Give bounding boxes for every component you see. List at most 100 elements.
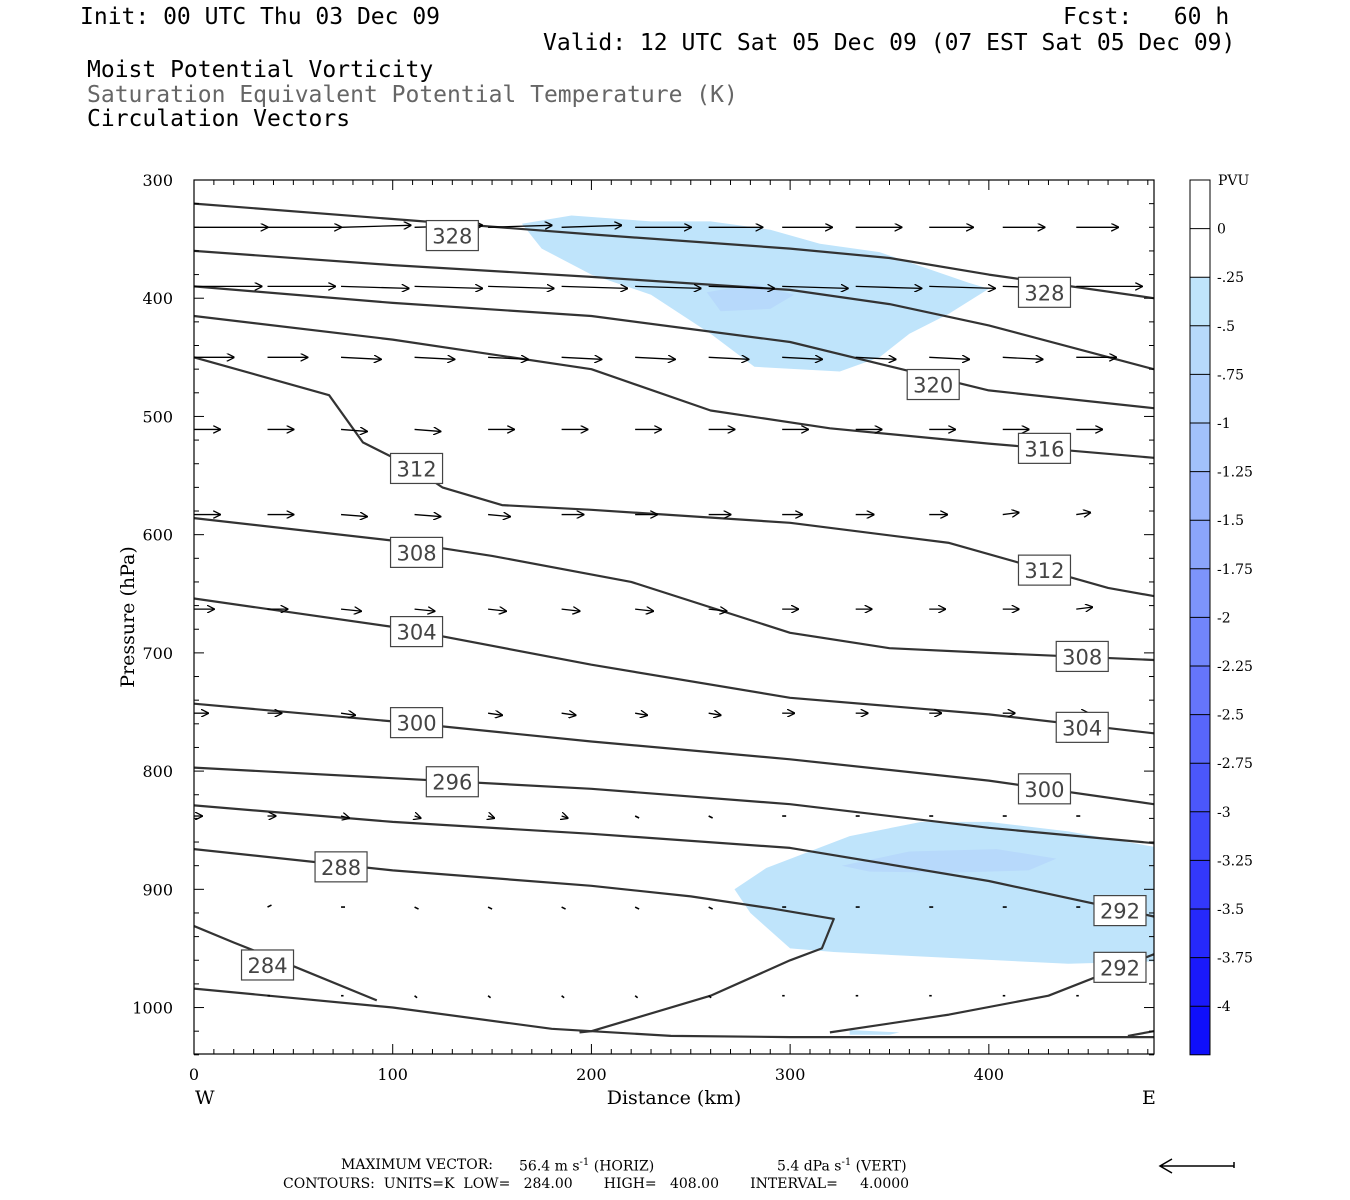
contour-label-box xyxy=(1093,894,1147,927)
circulation-vector xyxy=(561,609,580,611)
contour-label: 300 xyxy=(1024,778,1064,802)
contours-info: CONTOURS: UNITS=K LOW= 284.00 HIGH= 408.… xyxy=(283,1176,910,1192)
circulation-vector xyxy=(1076,513,1090,515)
contour-label-box xyxy=(1017,773,1072,805)
circulation-vector xyxy=(635,357,675,359)
colorbar-label: -4 xyxy=(1217,999,1231,1015)
colorbar-label: -1 xyxy=(1217,416,1231,432)
theta-es-contour xyxy=(194,517,1154,662)
contour-label: 284 xyxy=(247,954,287,978)
title-theta-es: Saturation Equivalent Potential Temperat… xyxy=(87,82,738,108)
contour-label-box xyxy=(1017,554,1072,586)
circulation-vector xyxy=(929,357,969,359)
contour-label-box xyxy=(1093,951,1147,983)
colorbar-label: -2.25 xyxy=(1217,659,1253,675)
x-tick-label: 0 xyxy=(189,1065,199,1084)
vert-exponent: -1 xyxy=(841,1157,852,1168)
circulation-vector xyxy=(341,225,411,227)
y-tick-label: 400 xyxy=(142,289,173,308)
x-tick-label: 100 xyxy=(377,1065,408,1084)
colorbar-swatch xyxy=(1190,228,1210,278)
contour-label-box xyxy=(1055,640,1109,673)
circulation-vector xyxy=(634,906,640,910)
colorbar-swatch xyxy=(1190,423,1210,472)
contour-label-box xyxy=(389,707,444,739)
circulation-vector xyxy=(561,713,576,715)
horiz-exponent: -1 xyxy=(579,1157,590,1168)
circulation-vector xyxy=(635,713,647,715)
circulation-vector xyxy=(414,515,441,517)
colorbar-label: -1.5 xyxy=(1217,513,1244,529)
colorbar-swatch xyxy=(1190,325,1210,375)
colorbar-label: -3.5 xyxy=(1217,902,1244,918)
circulation-vector xyxy=(414,609,435,611)
y-tick-label: 800 xyxy=(142,762,173,781)
circulation-vector xyxy=(561,225,622,227)
circulation-vector xyxy=(634,815,640,819)
colorbar-swatch xyxy=(1190,860,1210,909)
contour-label-box xyxy=(1017,432,1072,464)
colorbar-swatch xyxy=(1190,277,1210,326)
max-vector-label: MAXIMUM VECTOR: xyxy=(341,1157,493,1173)
colorbar-swatch xyxy=(1190,909,1210,958)
circulation-vector xyxy=(929,286,995,288)
east-label: E xyxy=(1142,1087,1156,1109)
colorbar-swatch xyxy=(1190,763,1210,812)
circulation-vector xyxy=(340,429,367,431)
theta-es-contour xyxy=(194,285,1154,410)
circulation-vector xyxy=(1002,357,1043,359)
colorbar-label: -1.75 xyxy=(1217,562,1253,578)
contour-label: 328 xyxy=(1024,281,1064,305)
contour-label: 304 xyxy=(1062,716,1102,740)
pv-colorbar: 0 -.25 -.5 -.75 -1 -1.25 -1.5 -1.75 -2 -2.25 -2.5 -… xyxy=(1189,179,1253,1056)
theta-es-contour xyxy=(194,848,835,1034)
contour-label: 292 xyxy=(1100,900,1140,924)
circulation-vector xyxy=(414,995,418,999)
colorbar-label: -1.25 xyxy=(1217,465,1253,481)
contour-label-box xyxy=(240,949,295,981)
circulation-vector xyxy=(341,286,409,288)
circulation-vector xyxy=(708,357,749,359)
circulation-vector xyxy=(635,609,653,611)
circulation-vector xyxy=(708,815,713,819)
circulation-vector xyxy=(267,904,272,908)
colorbar-swatch xyxy=(1190,374,1210,423)
circulation-vector xyxy=(1076,607,1092,609)
x-tick-label: 300 xyxy=(775,1065,806,1084)
circulation-vector xyxy=(488,609,506,611)
colorbar-swatch xyxy=(1190,714,1210,764)
y-tick-label: 900 xyxy=(142,880,173,899)
colorbar-swatch xyxy=(1190,666,1210,715)
circulation-vector xyxy=(488,286,554,288)
contour-label: 288 xyxy=(321,856,361,880)
contour-label-box xyxy=(389,616,444,648)
colorbar-swatch xyxy=(1190,520,1210,569)
circulation-vector xyxy=(561,906,566,910)
contour-label: 304 xyxy=(397,621,437,645)
contour-label-box xyxy=(425,219,479,252)
colorbar-label: -.25 xyxy=(1217,270,1244,286)
circulation-vector xyxy=(561,286,628,288)
contour-label-box xyxy=(314,851,368,883)
circulation-vector xyxy=(634,995,639,999)
circulation-vector xyxy=(414,429,441,431)
y-tick-label: 500 xyxy=(142,407,173,426)
circulation-vector xyxy=(487,906,493,910)
circulation-vector xyxy=(340,515,367,517)
x-axis-title: Distance (km) xyxy=(607,1087,742,1109)
contour-label: 292 xyxy=(1100,956,1140,980)
circulation-vector xyxy=(414,286,483,288)
circulation-vector xyxy=(708,609,727,611)
colorbar-swatch xyxy=(1190,811,1210,861)
y-tick-label: 1000 xyxy=(132,999,173,1018)
contour-label: 316 xyxy=(1024,437,1064,461)
colorbar-label: -3 xyxy=(1217,805,1231,821)
colorbar-label: -2.75 xyxy=(1217,756,1253,772)
axes: 0 100 200 300 400 300 400 500 600 700 800 900 1000 xyxy=(132,171,1154,1084)
circulation-vector xyxy=(561,995,565,999)
circulation-vector xyxy=(782,286,848,288)
contour-label: 320 xyxy=(913,374,953,398)
contour-label: 300 xyxy=(397,712,437,736)
colorbar-label: -2 xyxy=(1217,610,1231,626)
